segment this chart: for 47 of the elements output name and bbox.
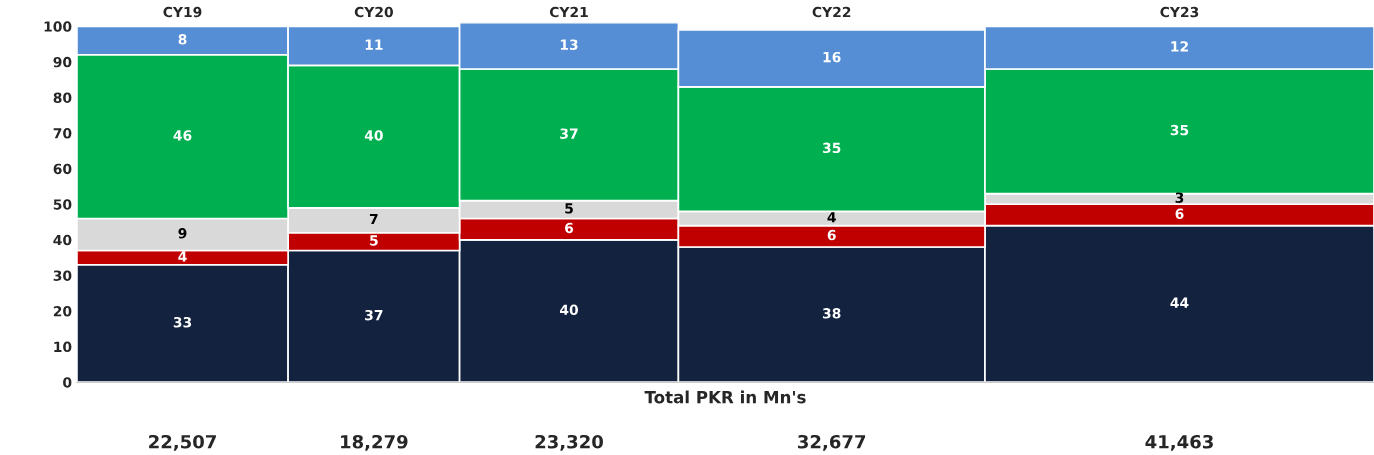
data-label: 5 <box>370 235 378 246</box>
data-label: 16 <box>823 51 841 63</box>
data-label: 3 <box>1175 192 1184 203</box>
x-tick-label: CY21 <box>549 6 588 18</box>
data-label: 46 <box>173 130 192 141</box>
data-label: 44 <box>1170 297 1189 308</box>
data-label: 37 <box>560 128 578 139</box>
data-label: 9 <box>178 228 187 239</box>
text: 32,677 <box>798 434 866 451</box>
data-label: 4 <box>178 251 187 262</box>
data-label: 40 <box>364 130 383 141</box>
y-tick-label: 100 <box>44 21 72 32</box>
data-label: 7 <box>369 213 378 225</box>
y-tick-label: 80 <box>53 92 72 103</box>
y-tick-label: 20 <box>53 305 72 317</box>
data-label: 6 <box>827 229 836 241</box>
text: 18,279 <box>341 434 408 451</box>
data-label: 5 <box>565 203 573 214</box>
x-tick-label: CY19 <box>163 6 202 18</box>
data-label: 33 <box>173 317 192 328</box>
x-tick-label: CY22 <box>812 6 851 18</box>
data-label: 8 <box>178 34 187 45</box>
x-axis-title: Total PKR in Mn's <box>644 390 806 404</box>
data-label: 37 <box>365 309 383 321</box>
y-tick-label: 40 <box>53 234 72 246</box>
y-tick-label: 30 <box>53 270 72 281</box>
data-label: 35 <box>822 142 841 154</box>
data-label: 6 <box>1175 208 1184 219</box>
y-tick-label: 10 <box>54 341 72 353</box>
text: 23,320 <box>535 434 603 451</box>
y-tick-label: 70 <box>53 128 72 139</box>
data-label: 12 <box>1171 41 1188 52</box>
data-label: 11 <box>365 39 383 50</box>
y-tick-label: 90 <box>53 56 72 68</box>
data-label: 4 <box>827 212 836 223</box>
x-tick-label: CY23 <box>1160 6 1199 18</box>
text: 22,507 <box>149 434 216 451</box>
y-tick-label: 0 <box>63 377 72 388</box>
data-label: 6 <box>565 222 574 234</box>
y-tick-label: 50 <box>53 199 72 210</box>
data-label: 38 <box>822 308 841 319</box>
text: 41,463 <box>1145 434 1213 451</box>
y-tick-label: 60 <box>53 163 72 175</box>
data-label: 35 <box>1170 124 1189 136</box>
x-tick-label: CY20 <box>354 6 393 18</box>
data-label: 40 <box>559 304 578 316</box>
data-label: 13 <box>560 39 578 50</box>
